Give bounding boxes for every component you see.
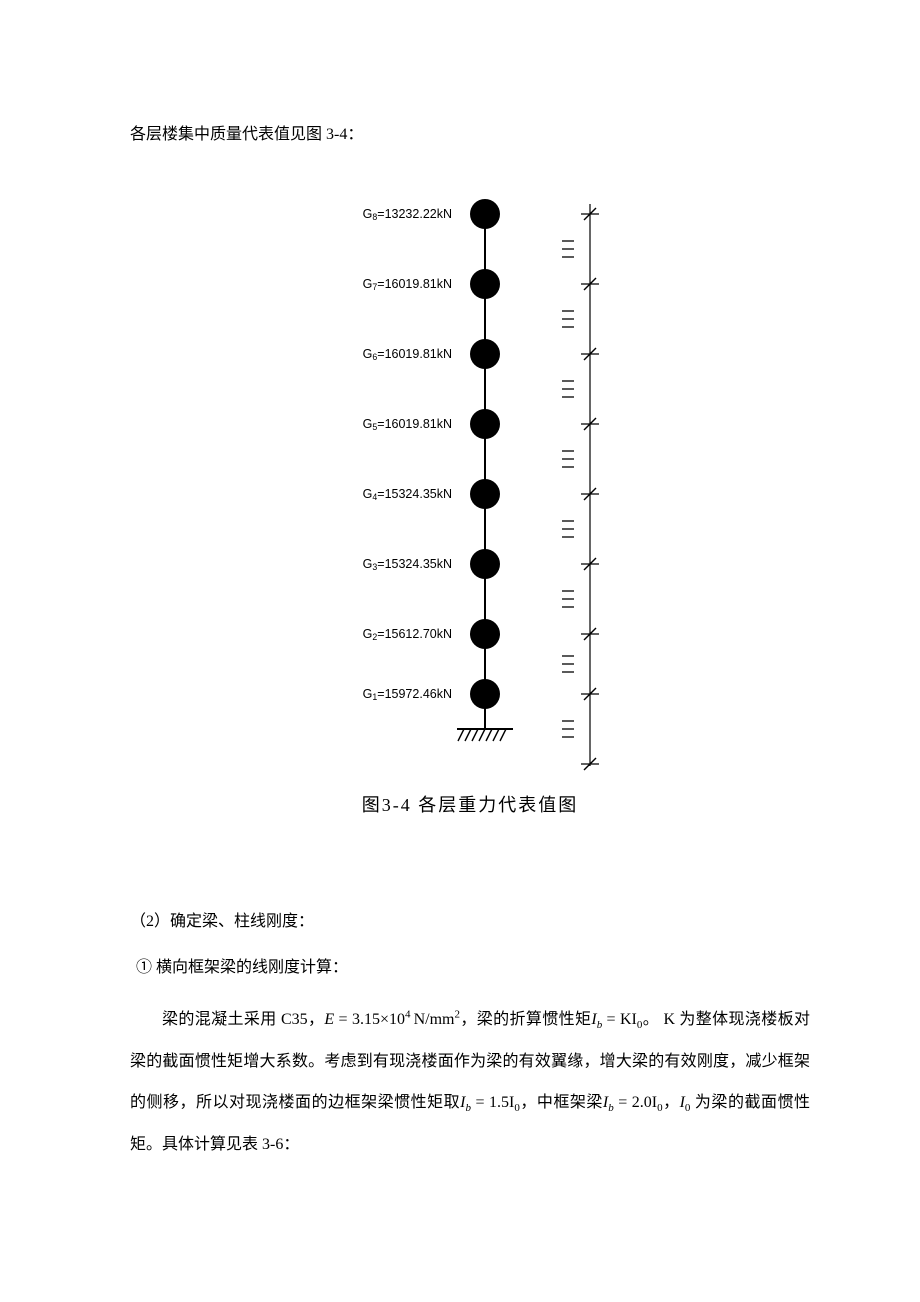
para-t5: ， [663, 1094, 680, 1111]
svg-text:G1=15972.46kN: G1=15972.46kN [363, 687, 452, 702]
eq1-unit: N/mm [414, 1011, 455, 1028]
section-2-heading: （2）确定梁、柱线刚度： [130, 907, 810, 931]
figure-container: G8=13232.22kN G7=16019.81kN G6=16019.81kN G… [130, 184, 810, 779]
svg-text:G8=13232.22kN: G8=13232.22kN [363, 207, 452, 222]
svg-text:G6=16019.81kN: G6=16019.81kN [363, 347, 452, 362]
eq4-mid: = 2.0I [614, 1094, 657, 1111]
svg-text:G3=15324.35kN: G3=15324.35kN [363, 557, 452, 572]
body-paragraph: 梁的混凝土采用 C35，E = 3.15×104 N/mm2，梁的折算惯性矩Ib… [130, 999, 810, 1165]
para-t1: 梁的混凝土采用 C35， [162, 1011, 324, 1028]
mass-diagram: G8=13232.22kN G7=16019.81kN G6=16019.81kN G… [300, 184, 640, 779]
para-t4: ，中框架梁 [520, 1094, 603, 1111]
figure-caption: 图3-4 各层重力代表值图 [130, 791, 810, 817]
svg-text:G5=16019.81kN: G5=16019.81kN [363, 417, 452, 432]
eq2-mid: = KI [602, 1011, 637, 1028]
svg-text:G2=15612.70kN: G2=15612.70kN [363, 627, 452, 642]
subitem-1: ① 横向框架梁的线刚度计算： [136, 953, 810, 977]
eq1-rhs-a: = 3.15×10 [334, 1011, 405, 1028]
eq3-mid: = 1.5I [471, 1094, 514, 1111]
svg-text:G7=16019.81kN: G7=16019.81kN [363, 277, 452, 292]
para-t2: ，梁的折算惯性矩 [460, 1011, 591, 1028]
intro-text: 各层楼集中质量代表值见图 3-4： [130, 120, 810, 144]
eq1-lhs: E [324, 1011, 334, 1028]
svg-text:G4=15324.35kN: G4=15324.35kN [363, 487, 452, 502]
eq1-exp: 4 [405, 1009, 414, 1021]
